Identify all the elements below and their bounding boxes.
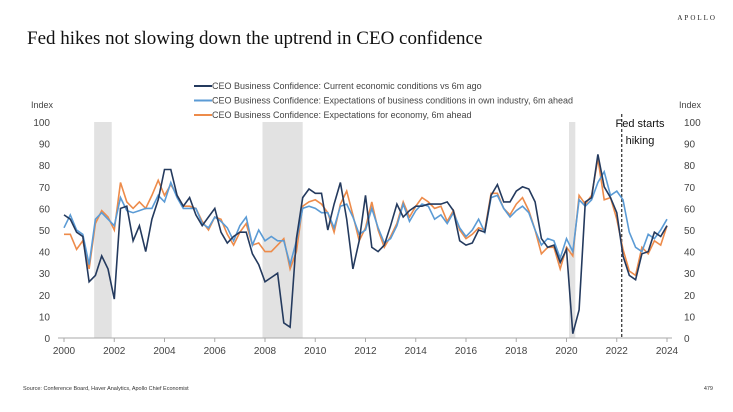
- y-tick-left: 80: [39, 161, 51, 172]
- y-tick-left: 100: [33, 118, 50, 129]
- y-tick-right: 30: [684, 269, 696, 280]
- recession-band: [262, 122, 303, 338]
- annotation-line2: hiking: [626, 135, 655, 147]
- recession-band: [94, 122, 112, 338]
- y-tick-right: 60: [684, 204, 696, 215]
- slide-title: Fed hikes not slowing down the uptrend i…: [27, 28, 483, 49]
- y-tick-left: 60: [39, 204, 51, 215]
- x-tick-label: 2000: [53, 346, 76, 357]
- page-number: 479: [703, 386, 713, 392]
- y-tick-left: 20: [39, 291, 51, 302]
- x-tick-label: 2012: [354, 346, 377, 357]
- x-tick-label: 2020: [555, 346, 578, 357]
- legend: CEO Business Confidence: Current economi…: [194, 81, 573, 120]
- y-tick-right: 50: [684, 226, 696, 237]
- x-tick-label: 2004: [153, 346, 176, 357]
- x-tick-label: 2006: [204, 346, 227, 357]
- legend-label: CEO Business Confidence: Current economi…: [212, 81, 482, 91]
- x-tick-label: 2018: [505, 346, 528, 357]
- y-tick-right: 40: [684, 248, 696, 259]
- y-tick-right: 90: [684, 140, 696, 151]
- series-lines: [63, 154, 668, 334]
- recession-shading: [94, 122, 576, 338]
- y-tick-left: 30: [39, 269, 51, 280]
- y-tick-right: 100: [684, 118, 701, 129]
- left-axis-label: Index: [31, 100, 54, 110]
- x-tick-label: 2010: [304, 346, 327, 357]
- y-tick-right: 70: [684, 183, 696, 194]
- x-tick-label: 2014: [405, 346, 428, 357]
- series-line: [63, 169, 668, 268]
- legend-label: CEO Business Confidence: Expectations fo…: [212, 110, 471, 120]
- series-line: [63, 154, 668, 334]
- x-tick-label: 2022: [606, 346, 629, 357]
- x-tick-label: 2002: [103, 346, 126, 357]
- y-tick-left: 50: [39, 226, 51, 237]
- y-tick-right: 10: [684, 312, 696, 323]
- legend-label: CEO Business Confidence: Expectations of…: [212, 96, 573, 106]
- y-tick-left: 90: [39, 140, 51, 151]
- source-note: Source: Conference Board, Haver Analytic…: [23, 386, 189, 392]
- y-tick-left: 40: [39, 248, 51, 259]
- x-tick-label: 2016: [455, 346, 478, 357]
- apollo-logo: APOLLO: [677, 14, 717, 22]
- y-tick-right: 0: [684, 334, 690, 345]
- annotation-line1: Fed starts: [616, 118, 665, 130]
- y-tick-left: 0: [44, 334, 50, 345]
- x-tick-label: 2024: [656, 346, 679, 357]
- x-tick-label: 2008: [254, 346, 277, 357]
- y-tick-right: 20: [684, 291, 696, 302]
- y-tick-left: 10: [39, 312, 51, 323]
- right-axis-label: Index: [679, 100, 702, 110]
- y-tick-left: 70: [39, 183, 51, 194]
- y-tick-right: 80: [684, 161, 696, 172]
- recession-band: [569, 122, 576, 338]
